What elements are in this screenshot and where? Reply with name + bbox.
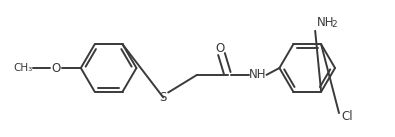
Text: NH: NH	[317, 16, 335, 29]
Text: 2: 2	[331, 20, 337, 29]
Text: O: O	[215, 42, 224, 55]
Text: CH₃: CH₃	[13, 63, 33, 73]
Text: Cl: Cl	[341, 111, 353, 123]
Text: S: S	[160, 91, 167, 104]
Text: O: O	[51, 62, 60, 75]
Text: NH: NH	[249, 68, 266, 81]
